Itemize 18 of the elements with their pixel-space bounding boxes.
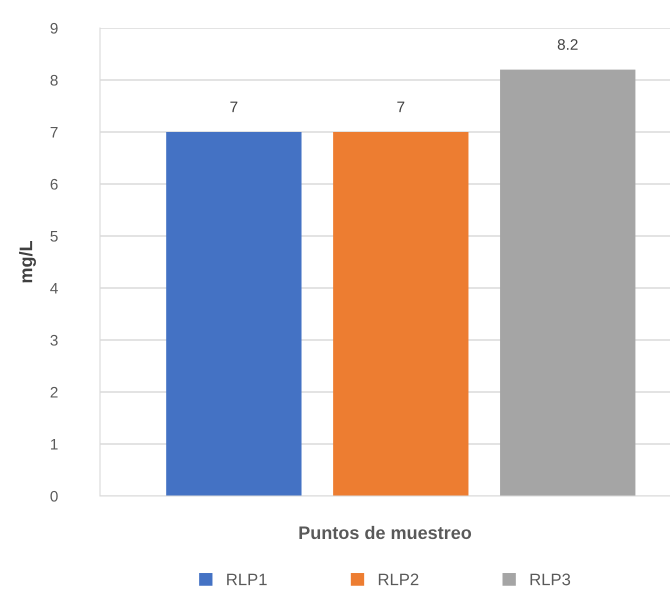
y-tick-label: 5 xyxy=(50,231,58,242)
x-axis-title: Puntos de muestreo xyxy=(299,526,472,540)
y-tick-label: 7 xyxy=(50,127,58,138)
legend-label: RLP1 xyxy=(227,574,267,586)
y-tick-label: 8 xyxy=(50,74,58,86)
data-label: 7 xyxy=(230,102,238,112)
y-tick-label: 0 xyxy=(50,490,58,502)
y-tick-label: 1 xyxy=(51,439,58,450)
y-tick-label: 9 xyxy=(50,22,58,34)
y-tick-label: 3 xyxy=(50,334,58,346)
legend-label: RLP2 xyxy=(378,574,418,586)
y-tick-label: 6 xyxy=(50,178,58,190)
legend-label: RLP3 xyxy=(530,574,570,586)
y-tick-label: 4 xyxy=(50,283,58,294)
y-tick-label: 2 xyxy=(50,386,58,398)
y-axis-title: mg/L xyxy=(19,240,36,282)
data-label: 7 xyxy=(397,102,404,112)
data-label: 8.2 xyxy=(558,39,578,50)
